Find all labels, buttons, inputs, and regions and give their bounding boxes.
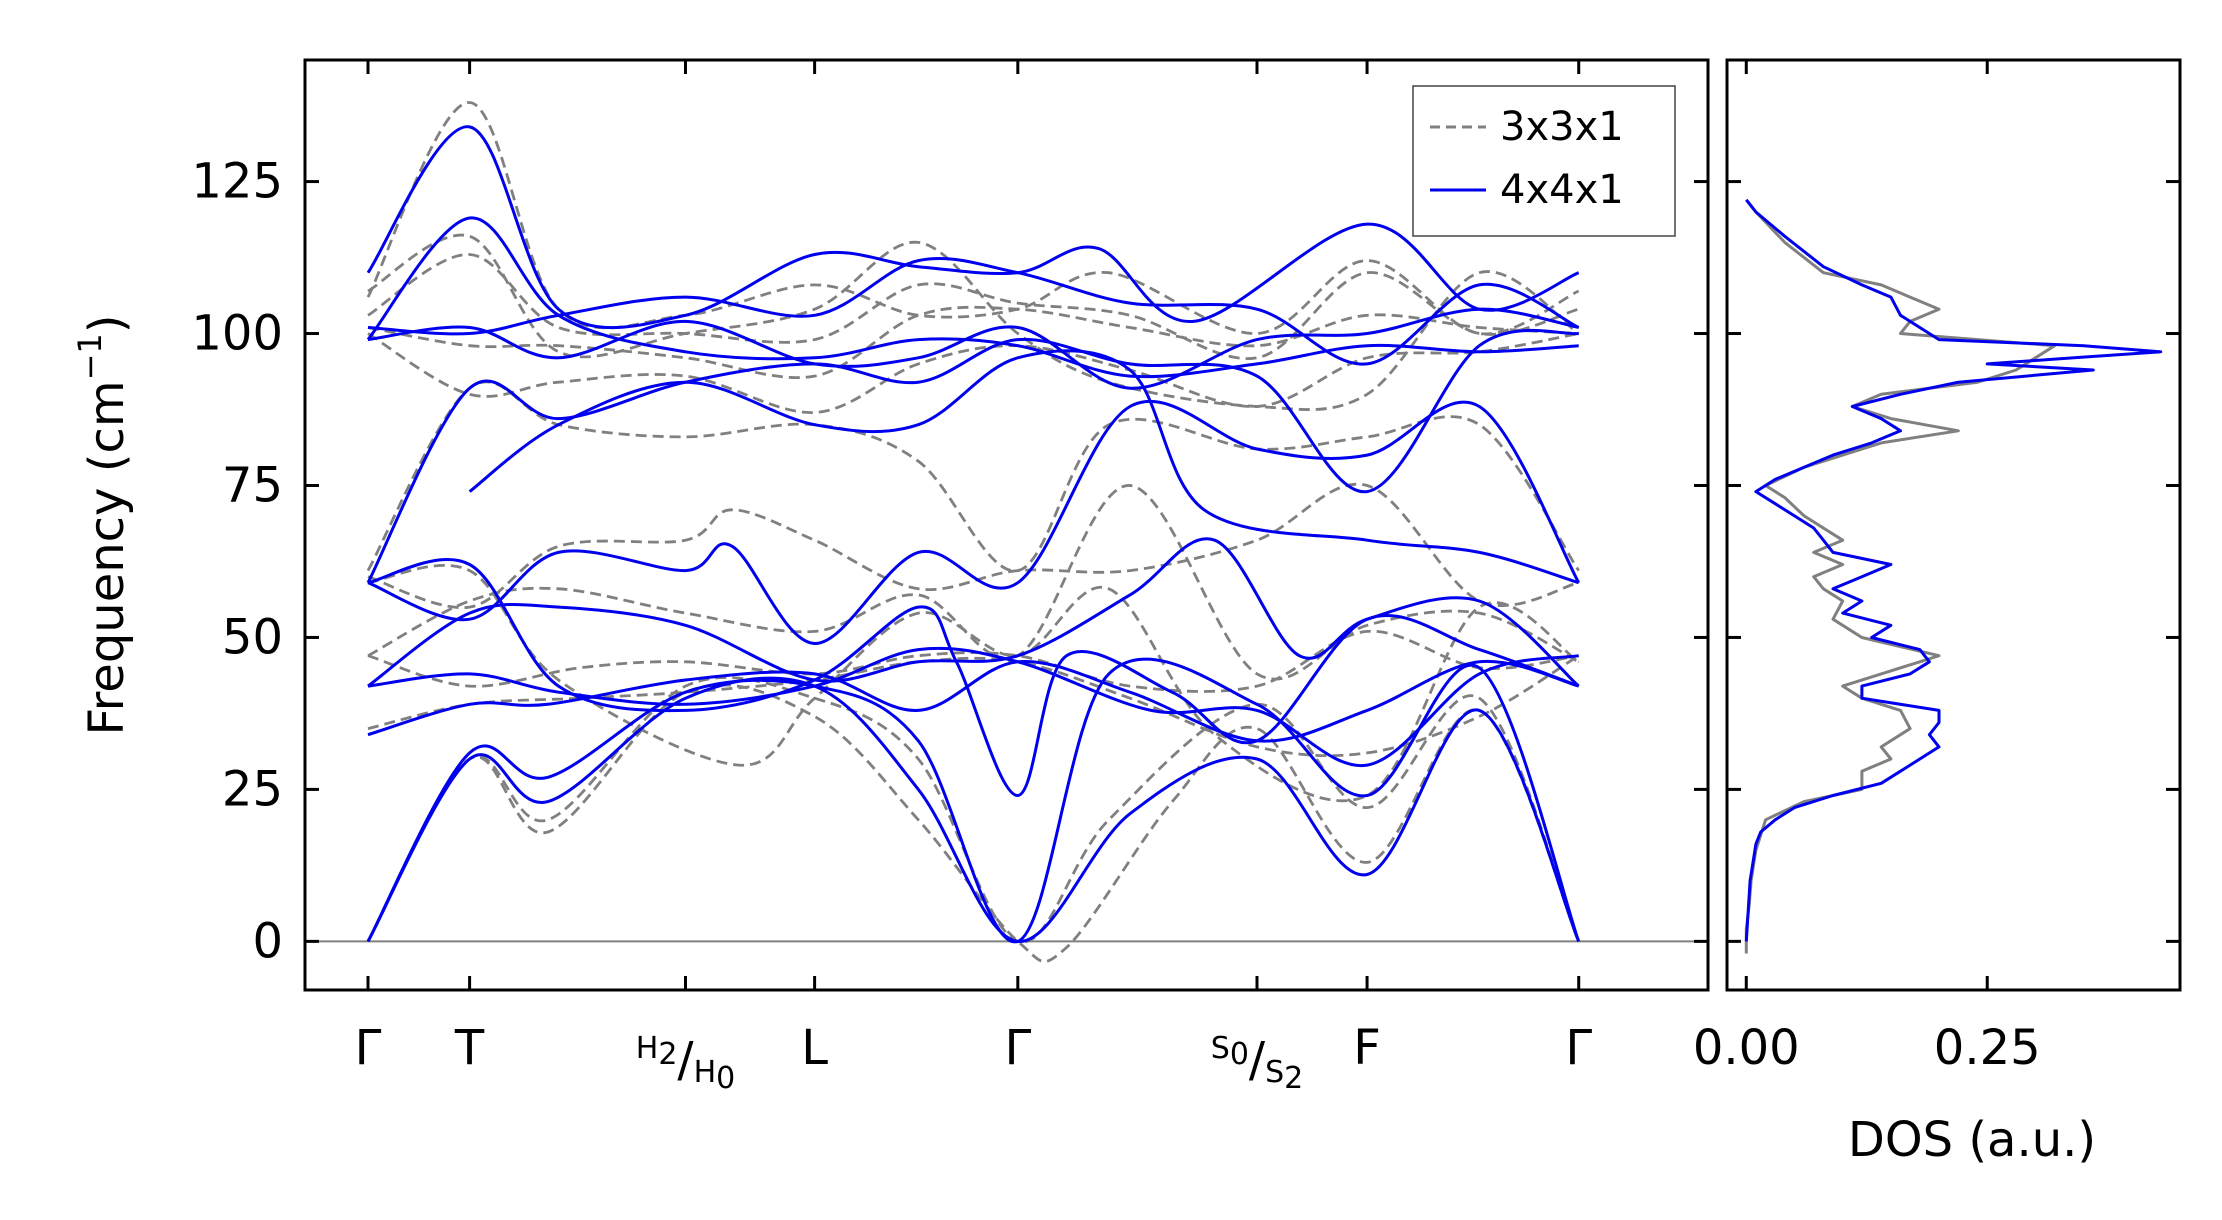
band-x-ticks: Γ T H2/H0L Γ S0/S2F Γ (355, 60, 1592, 1096)
y-tick-label: 25 (222, 761, 283, 817)
band-3x3x1-11 (367, 253, 1580, 361)
band-3x3x1-9 (367, 332, 1579, 414)
x-tick-label-part: H (694, 1055, 717, 1090)
y-axis-label-close: ) (79, 314, 135, 333)
y-axis-label: Frequency (cm−1) (71, 314, 135, 735)
band-3x3x1-2 (366, 676, 1580, 944)
band-4x4x1-4 (367, 646, 1579, 767)
y-tick-label: 75 (222, 457, 283, 513)
band-3x3x1-3 (367, 654, 1580, 758)
dos-ticks: 0.00 0.25 (1693, 60, 2180, 1076)
x-tick-label-part: H (636, 1031, 659, 1066)
dos-x-tick-label: 0.25 (1934, 1020, 2041, 1076)
band-3x3x1-8 (366, 380, 1580, 573)
y-axis-label-superscript: −1 (71, 333, 109, 380)
band-4x4x1-3 (367, 659, 1580, 743)
dos-panel: 0.00 0.25 (1693, 58, 2182, 1076)
legend-frame (1412, 85, 1676, 237)
band-3x3x1-12 (366, 101, 1580, 336)
band-3x3x1-7 (367, 482, 1580, 610)
x-tick-label-part: 2 (658, 1037, 677, 1072)
x-tick-label-part: / (677, 1032, 694, 1088)
band-lines (366, 101, 1581, 963)
dos-lines (1744, 198, 2163, 954)
band-3x3x1-13 (367, 233, 1580, 411)
x-tick-label: Γ (1565, 1020, 1592, 1076)
x-tick-label: F (1353, 1020, 1381, 1076)
band-3x3x1-1 (366, 683, 1580, 963)
y-tick-label: 125 (191, 154, 283, 210)
series-3x3x1 (366, 101, 1580, 963)
x-tick-label-part: S (1211, 1031, 1230, 1066)
band-y-ticks: 0 25 50 75 100 125 (191, 154, 1708, 969)
band-4x4x1-12 (366, 125, 1580, 330)
band-4x4x1-8 (468, 349, 1580, 585)
x-tick-label: Γ (1004, 1020, 1031, 1076)
legend-label-4x4x1: 4x4x1 (1500, 167, 1624, 213)
x-tick-label-part: 0 (1230, 1037, 1249, 1072)
band-4x4x1-5 (367, 558, 1580, 798)
band-4x4x1-13 (366, 216, 1579, 379)
x-tick-label: Γ (355, 1020, 382, 1076)
band-3x3x1-5 (367, 564, 1580, 803)
x-tick-label: H2/H0 (636, 1031, 735, 1096)
dos-x-axis-label: DOS (a.u.) (1848, 1112, 2096, 1168)
x-tick-label: L (801, 1020, 828, 1076)
band-4x4x1-9 (366, 328, 1579, 584)
legend: 3x3x1 4x4x1 (1412, 85, 1676, 237)
y-axis-label-text: Frequency (cm (79, 380, 135, 735)
y-tick-label: 0 (252, 913, 283, 969)
band-3x3x1-10 (367, 305, 1579, 379)
x-tick-label-part: 2 (1284, 1061, 1303, 1096)
y-tick-label: 50 (222, 609, 283, 665)
band-4x4x1-2 (366, 657, 1581, 944)
x-tick-label-part: / (1249, 1032, 1266, 1088)
x-tick-label: T (454, 1020, 485, 1076)
y-tick-label: 100 (191, 306, 283, 362)
series-4x4x1 (366, 125, 1581, 944)
band-4x4x1-11 (367, 256, 1580, 366)
band-4x4x1-6 (367, 537, 1580, 688)
dos-panel-frame (1725, 58, 2182, 992)
band-4x4x1-7 (367, 399, 1581, 646)
x-tick-label-part: S (1265, 1055, 1284, 1090)
x-tick-label: S0/S2 (1211, 1031, 1303, 1096)
dos-x-tick-label: 0.00 (1693, 1020, 1800, 1076)
x-tick-label-part: 0 (716, 1061, 735, 1096)
dos-curve-4x4x1 (1744, 198, 2163, 942)
band-panel-frame (303, 58, 1710, 992)
dos-curve-3x3x1 (1744, 198, 2057, 954)
legend-label-3x3x1: 3x3x1 (1500, 104, 1624, 150)
band-4x4x1-1 (366, 676, 1581, 943)
